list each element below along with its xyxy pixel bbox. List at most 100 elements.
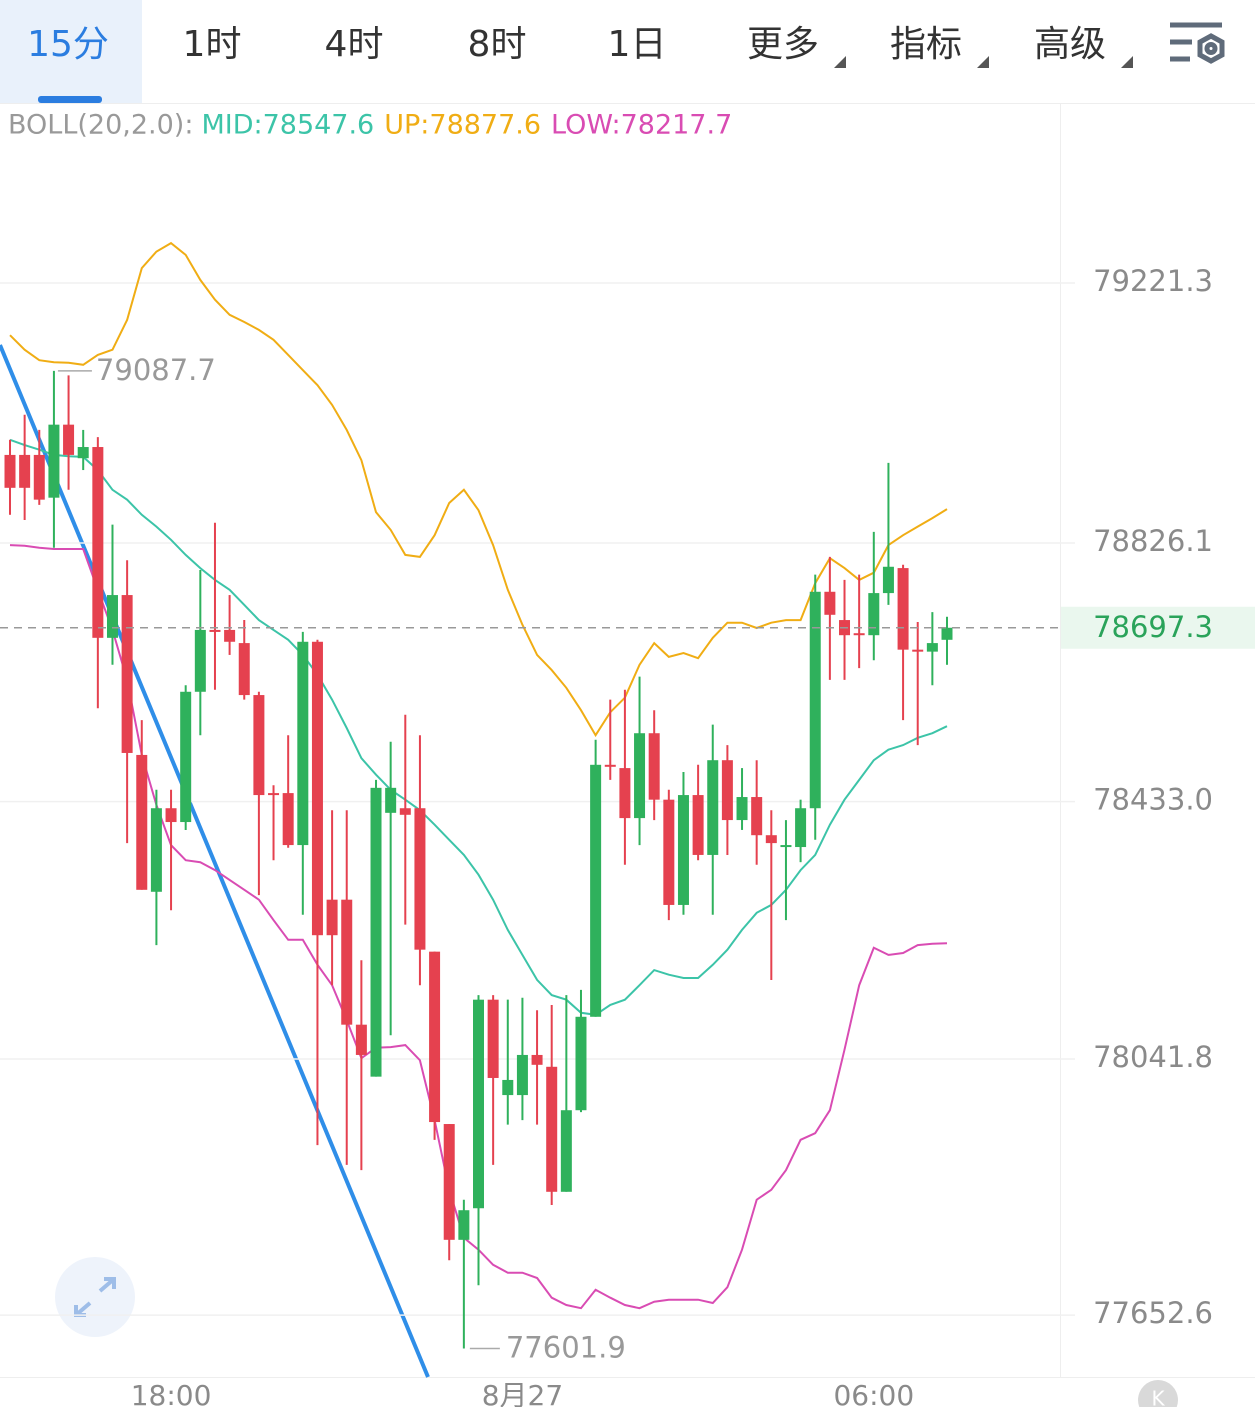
candle-body [590,764,602,1017]
settings-button[interactable] [1170,22,1225,64]
candle-body [63,424,75,455]
legend-entry: MID:78547.6 [201,110,374,141]
k-button-bg [1138,1380,1178,1411]
candle-body [736,797,748,821]
tab-label: 更多 [747,24,819,65]
dropdown-arrow [977,56,989,68]
candle-body [677,795,689,905]
current-price-tag [1061,606,1255,649]
candle-body [751,797,763,836]
boll-line [9,241,948,738]
candle-body [399,808,411,815]
candle-body [897,568,909,650]
candle-body [765,835,777,844]
legend-entry: UP:78877.6 [384,110,541,141]
x-tick-label: 8月27 [482,1379,563,1407]
candle-body [824,591,836,615]
candle-body [136,754,148,890]
candle-body [487,999,499,1078]
fullscreen-bg [55,1257,135,1337]
x-tick-label: 18:00 [131,1379,212,1407]
tab[interactable]: 1日 [608,24,667,65]
candle-body [326,899,338,936]
tab-label: 15分 [27,24,109,65]
candle-body [19,454,31,488]
candle-body [414,808,426,950]
candle-body [780,845,792,848]
tab[interactable]: 4时 [325,24,384,65]
candle-body [180,691,192,823]
legend-entry: LOW:78217.7 [551,110,732,141]
candle-body [795,808,807,848]
trend-line[interactable] [0,344,430,1378]
y-tick-label: 78826.1 [1093,524,1213,558]
tab-indicator [38,96,102,103]
candle-body [282,793,294,846]
candle-body [209,629,221,632]
tab-label: 1日 [608,24,667,65]
tab[interactable]: 15分 [0,0,142,103]
tab-label: 指标 [890,24,962,65]
candle-body [473,999,484,1209]
dropdown-arrow [1121,56,1133,68]
candle-body [92,447,104,638]
candle-body [150,808,162,892]
tab[interactable]: 高级 [1034,24,1106,65]
candle-body [370,787,382,1077]
candle-body [297,641,309,846]
k-button[interactable]: K [1138,1380,1178,1411]
k-button-label: K [1151,1387,1165,1408]
candle-body [194,629,206,692]
candle-body [721,760,733,821]
tab[interactable]: 更多 [747,24,819,65]
tab[interactable]: 1时 [183,24,242,65]
candle-body [634,733,646,819]
candle-body [663,799,675,905]
candle-body [575,1016,587,1111]
fullscreen-arrows [74,1277,116,1317]
tab-label: 8时 [468,24,527,65]
candle-body [355,1024,367,1055]
indicator-label: BOLL(20,2.0): [8,110,193,141]
candle-body [106,595,118,638]
candle-body [48,424,60,498]
tab[interactable]: 指标 [890,24,962,65]
candle-body [707,760,719,855]
y-tick-label: 79221.3 [1093,264,1213,298]
y-tick-label: 78041.8 [1093,1040,1213,1074]
settings-gear [1197,33,1225,64]
candle-body [121,595,133,753]
candle-body [648,733,660,800]
max-label: 79087.7 [96,353,216,387]
tab[interactable]: 8时 [468,24,527,65]
candle-body [853,633,865,636]
min-label: 77601.9 [506,1330,626,1364]
candle-body [429,951,441,1123]
tab-label: 4时 [325,24,384,65]
candle-body [33,454,45,500]
dropdown-arrows [834,56,1133,68]
y-tick-label: 78433.0 [1093,783,1213,817]
tab-bar [0,0,1255,103]
candle-body [268,793,280,796]
candle-body [165,808,177,823]
tab-label: 1时 [183,24,242,65]
candle-body [604,764,616,767]
y-tick-label: 77652.6 [1093,1296,1213,1330]
candle-body [502,1079,514,1096]
candle-body [882,566,894,594]
candle-body [926,643,938,652]
candle-body [311,641,323,936]
candle-body [77,447,89,459]
candle-body [341,899,353,1025]
fullscreen-button[interactable] [55,1257,135,1337]
candle-body [385,787,397,813]
current-price-label: 78697.3 [1093,610,1213,644]
candle-body [4,454,16,488]
candle-body [516,1054,528,1096]
candle-body [560,1110,572,1192]
candle-body [443,1124,455,1240]
candle-body [531,1054,543,1065]
